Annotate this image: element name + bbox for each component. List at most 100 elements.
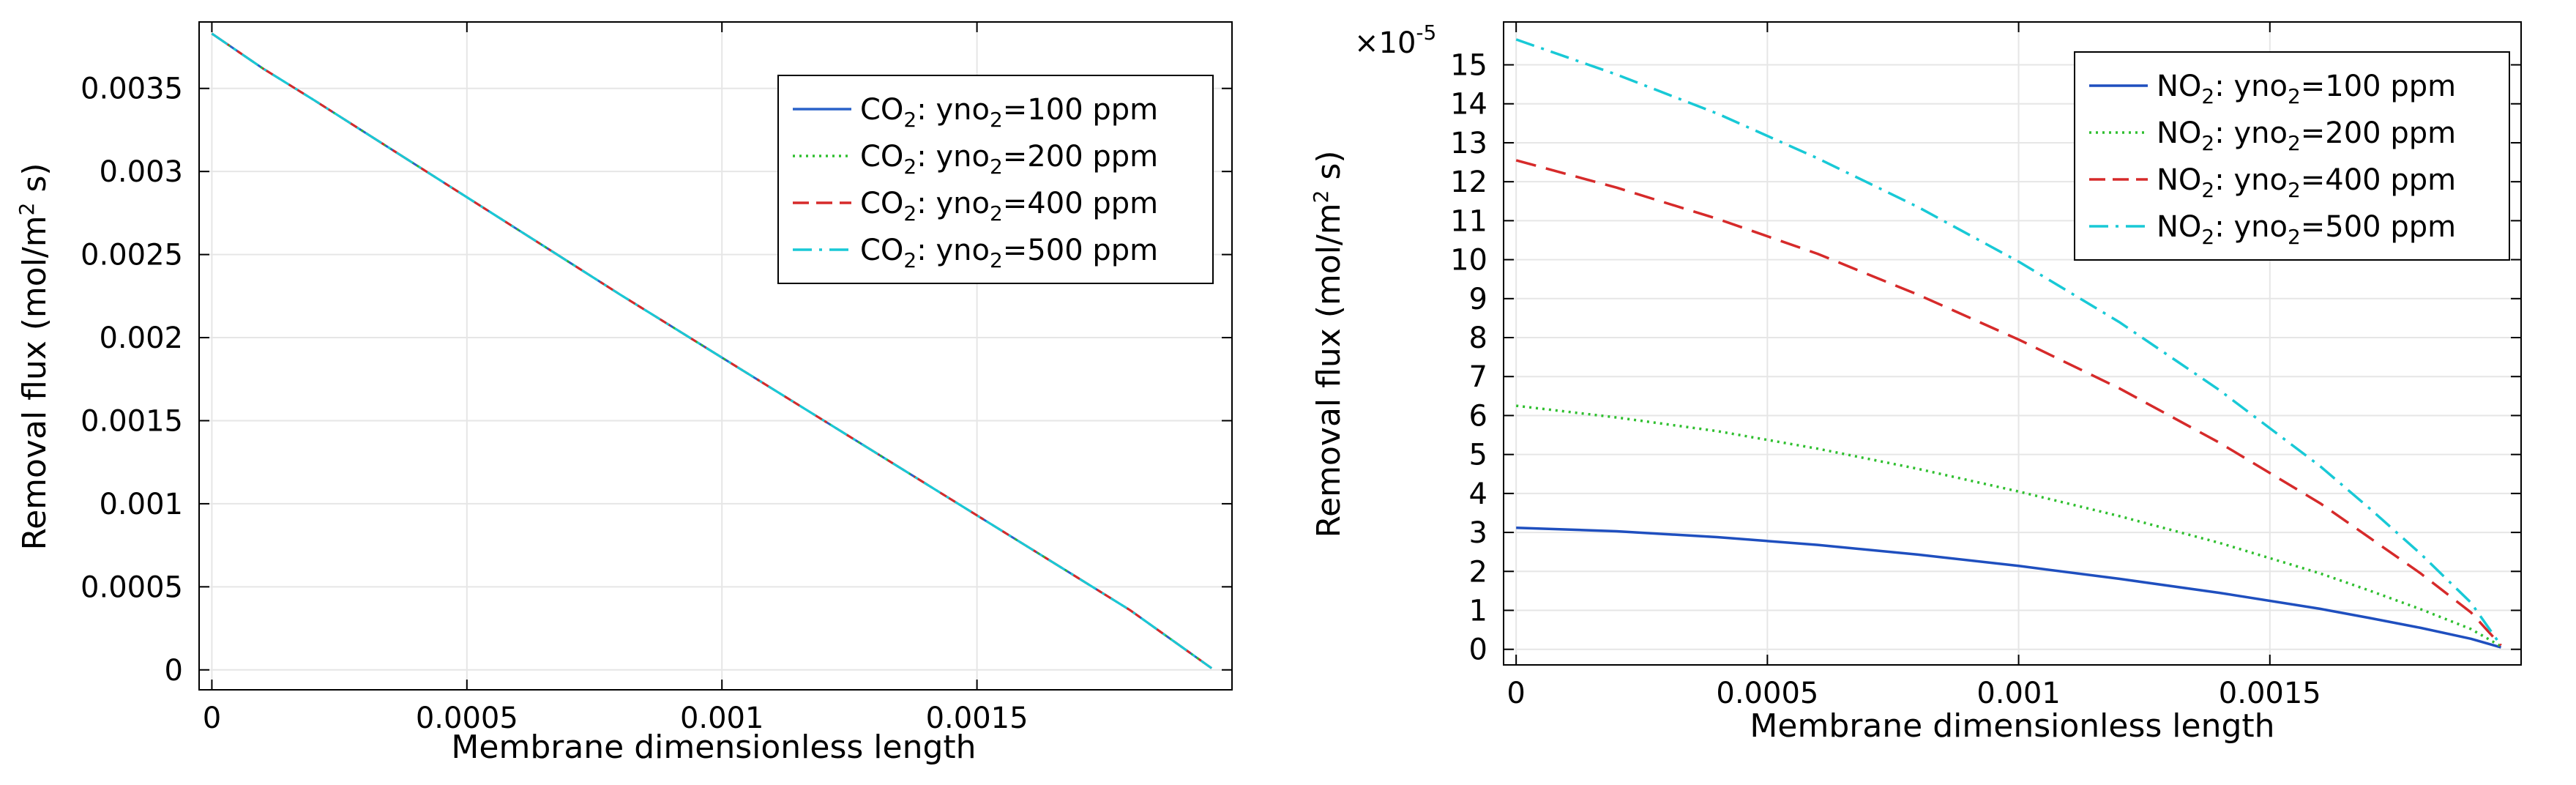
- series-line-500ppm: [211, 32, 1212, 669]
- x-tick-label: 0.0005: [416, 702, 518, 735]
- legend-species: CO: [860, 93, 903, 127]
- legend-var-sub: 2: [990, 201, 1003, 226]
- y-tick-label: 12: [1450, 165, 1487, 199]
- legend-colon: :: [2214, 210, 2233, 244]
- y-tick-label: 7: [1469, 360, 1487, 394]
- y-tick-label: 14: [1450, 88, 1487, 122]
- series-line-500ppm: [1515, 38, 2502, 647]
- series-line-200ppm: [1515, 404, 2502, 648]
- y-axis-label-sup: 2: [15, 203, 39, 216]
- legend-entry: NO2: yno2=400 ppm: [2157, 163, 2456, 202]
- legend-var-sub: 2: [990, 248, 1003, 272]
- legend-var-sub: 2: [2288, 178, 2301, 202]
- legend-species: CO: [860, 140, 903, 174]
- y-axis-label-sup: 2: [1309, 190, 1333, 204]
- legend-value: =400 ppm: [2301, 163, 2456, 197]
- legend-colon: :: [2214, 116, 2233, 150]
- legend-entry: NO2: yno2=100 ppm: [2157, 70, 2456, 108]
- legend-value: =200 ppm: [2301, 116, 2456, 150]
- legend-value: =500 ppm: [2301, 210, 2456, 244]
- legend-species-sub: 2: [2201, 84, 2214, 108]
- y-tick-label: 0.0005: [81, 570, 183, 604]
- y-axis-multiplier-base: ×10: [1354, 26, 1416, 60]
- y-tick-label: 6: [1469, 399, 1487, 433]
- legend-value: =400 ppm: [1003, 187, 1158, 220]
- legend-entry: NO2: yno2=500 ppm: [2157, 210, 2456, 249]
- x-tick-label: 0: [203, 702, 221, 735]
- y-axis-multiplier-exp: -5: [1416, 21, 1436, 45]
- legend-species-sub: 2: [903, 155, 916, 179]
- legend-entry: NO2: yno2=200 ppm: [2157, 116, 2456, 155]
- y-tick-label: 0: [1469, 633, 1487, 667]
- x-tick-label: 0.0005: [1716, 677, 1818, 710]
- y-tick-label: 5: [1469, 439, 1487, 472]
- legend-var: yno: [936, 140, 990, 174]
- legend-var-sub: 2: [2288, 225, 2301, 249]
- y-tick-label: 13: [1450, 127, 1487, 160]
- y-axis-label: Removal flux (mol/m2 s): [15, 163, 53, 550]
- legend-value: =100 ppm: [2301, 70, 2456, 103]
- y-axis-label-tail: s): [16, 163, 53, 202]
- legend-entry: CO2: yno2=200 ppm: [860, 140, 1158, 179]
- y-tick-label: 8: [1469, 321, 1487, 355]
- co2-removal-flux-chart: 0 0.0005 0.001 0.0015 0 0.0005 0.001 0.0015 0.00…: [15, 21, 1233, 766]
- legend-entry: CO2: yno2=400 ppm: [860, 187, 1158, 226]
- plot-frame: [1503, 21, 2522, 666]
- legend-species: NO: [2157, 210, 2201, 244]
- series-line-400ppm: [1515, 159, 2502, 647]
- legend-var: yno: [936, 93, 990, 127]
- legend-species-sub: 2: [903, 201, 916, 226]
- legend-var-sub: 2: [2288, 84, 2301, 108]
- legend-species: CO: [860, 187, 903, 220]
- y-tick-label: 15: [1450, 49, 1487, 83]
- legend-value: =500 ppm: [1003, 234, 1158, 267]
- x-axis-label: Membrane dimensionless length: [1750, 707, 2274, 745]
- legend-colon: :: [916, 140, 936, 174]
- legend-colon: :: [916, 234, 936, 267]
- y-tick-label: 0.0035: [81, 72, 183, 106]
- legend-var: yno: [2233, 163, 2288, 197]
- legend-var: yno: [936, 234, 990, 267]
- y-axis-label-main: Removal flux (mol/m: [1310, 203, 1348, 537]
- legend-species-sub: 2: [2201, 178, 2214, 202]
- y-axis-label: Removal flux (mol/m2 s): [1309, 150, 1348, 537]
- y-tick-label: 0.003: [99, 155, 183, 189]
- y-tick-label: 0.0025: [81, 239, 183, 272]
- legend-var: yno: [2233, 116, 2288, 150]
- x-tick-label: 0.0015: [2219, 677, 2321, 710]
- y-axis-label-main: Removal flux (mol/m: [16, 215, 53, 550]
- legend-value: =100 ppm: [1003, 93, 1158, 127]
- legend-species-sub: 2: [903, 248, 916, 272]
- y-tick-label: 3: [1469, 516, 1487, 550]
- y-tick-label: 1: [1469, 595, 1487, 628]
- legend-colon: :: [916, 93, 936, 127]
- y-tick-label: 0.001: [99, 488, 183, 521]
- y-tick-label: 11: [1450, 204, 1487, 238]
- y-tick-label: 4: [1469, 477, 1487, 511]
- x-tick-label: 0.0015: [926, 702, 1028, 735]
- legend-var-sub: 2: [2288, 131, 2301, 155]
- x-axis-label: Membrane dimensionless length: [451, 729, 976, 766]
- legend-colon: :: [2214, 163, 2233, 197]
- legend-species: CO: [860, 234, 903, 267]
- legend-var: yno: [2233, 210, 2288, 244]
- plot-frame: [198, 21, 1233, 691]
- legend-entry: CO2: yno2=500 ppm: [860, 234, 1158, 272]
- y-tick-label: 10: [1450, 244, 1487, 278]
- y-tick-label: 2: [1469, 555, 1487, 589]
- legend-var: yno: [936, 187, 990, 220]
- y-tick-label: 0.002: [99, 321, 183, 355]
- legend-species-sub: 2: [2201, 131, 2214, 155]
- legend-colon: :: [916, 187, 936, 220]
- x-tick-label: 0.001: [680, 702, 764, 735]
- no2-removal-flux-chart: 0 0.0005 0.001 0.00150123456789101112131415…: [1309, 21, 2522, 745]
- legend-species-sub: 2: [903, 108, 916, 132]
- legend-var-sub: 2: [990, 155, 1003, 179]
- legend-entry: CO2: yno2=100 ppm: [860, 93, 1158, 132]
- legend-colon: :: [2214, 70, 2233, 103]
- y-tick-label: 9: [1469, 283, 1487, 316]
- y-tick-label: 0: [165, 654, 183, 688]
